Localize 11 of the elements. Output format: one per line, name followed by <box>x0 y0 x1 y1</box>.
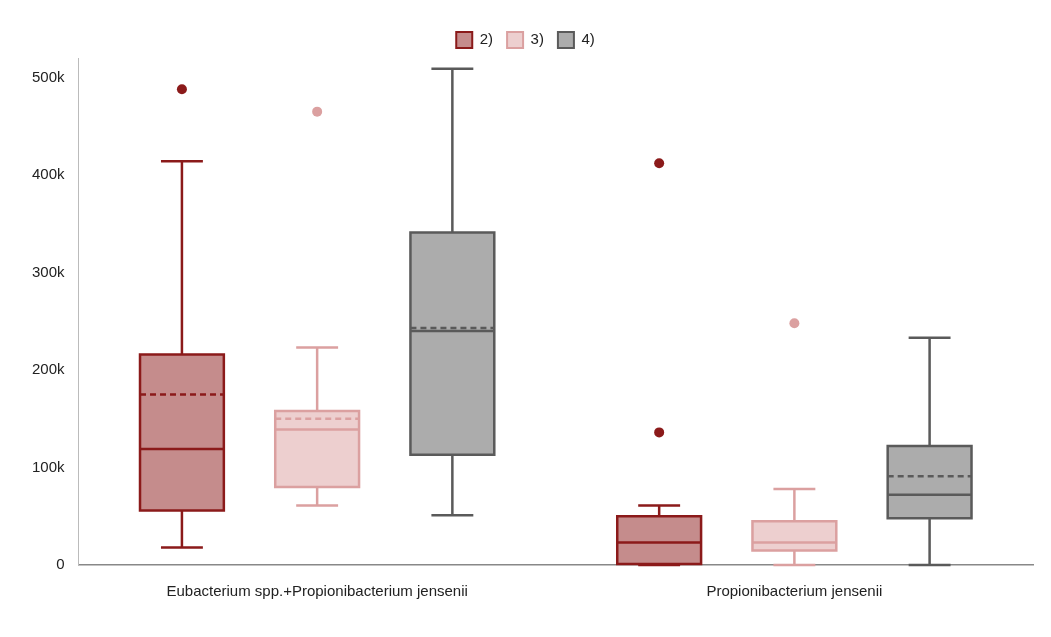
y-tick-label: 400k <box>32 165 66 183</box>
x-tick-label: Propionibacterium jensenii <box>706 582 883 600</box>
y-tick-label: 100k <box>32 457 66 475</box>
y-tick-label: 500k <box>32 67 66 85</box>
y-tick-label: 300k <box>32 262 66 280</box>
y-tick-label: 0 <box>56 555 65 573</box>
legend-label: 2) <box>479 30 494 48</box>
legend-label: 3) <box>530 30 544 48</box>
x-tick-label: Eubacterium spp.+Propionibacterium jensenii <box>166 582 468 600</box>
legend-label: 4) <box>581 30 595 48</box>
y-tick-label: 200k <box>32 360 66 378</box>
